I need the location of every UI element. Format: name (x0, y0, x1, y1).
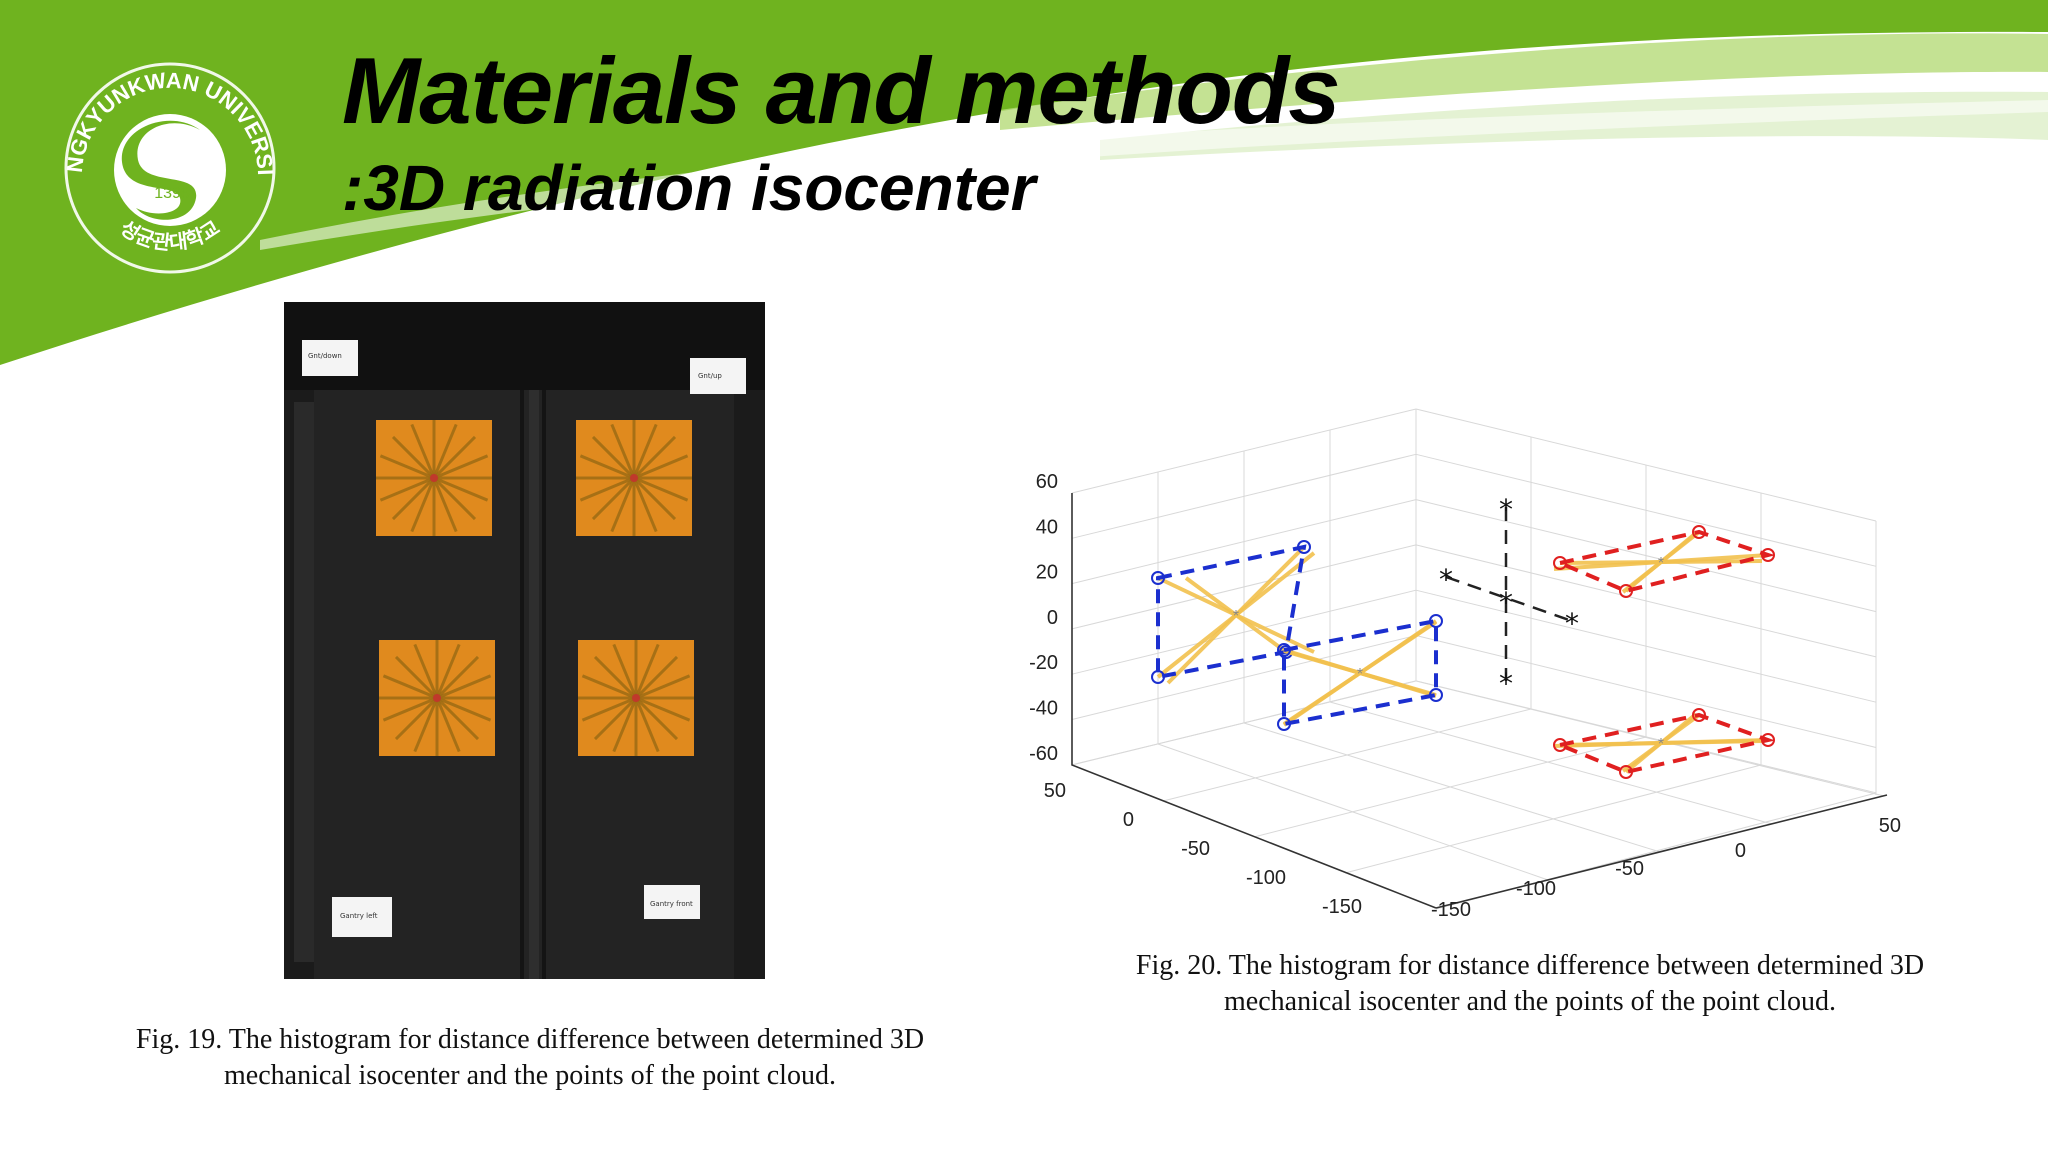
fig20-caption: Fig. 20. The histogram for distance diff… (1090, 948, 1970, 1019)
radiochromic-film-3 (379, 640, 495, 756)
svg-text:*: * (1499, 667, 1513, 700)
svg-text:Gnt/down: Gnt/down (308, 352, 342, 360)
svg-text:Gnt/up: Gnt/up (698, 372, 722, 380)
x-tick-label: -100 (1246, 867, 1286, 889)
z-tick-label: 20 (1036, 562, 1058, 584)
x-tick-label: 50 (1044, 780, 1066, 802)
z-tick-label: -20 (1029, 652, 1058, 674)
logo-year: 1398 (154, 185, 190, 202)
svg-text:Gantry left: Gantry left (340, 912, 378, 920)
radiochromic-film-4 (578, 640, 694, 756)
slide-title: Materials and methods (342, 38, 1341, 143)
photo-label-top-right: Gnt/up (690, 358, 746, 394)
x-tick-label: -150 (1322, 896, 1362, 918)
blue-panel-left: * (1151, 540, 1316, 685)
y-tick-label: -100 (1516, 878, 1556, 900)
svg-text:Gantry front: Gantry front (650, 900, 693, 908)
fig20-caption-line2: mechanical isocenter and the points of t… (1224, 985, 1836, 1017)
plot-axis-lines (1071, 493, 1888, 909)
phantom-photo: Gnt/down Gnt/up Gantry left Gantry front (284, 302, 765, 979)
header-green-band (0, 0, 2048, 365)
isocenter-axis-markers: * * * * * (1439, 493, 1579, 700)
fig19-caption-line2: mechanical isocenter and the points of t… (224, 1059, 836, 1091)
svg-text:*: * (1357, 666, 1363, 683)
svg-text:*: * (1439, 563, 1453, 596)
blue-panel-right: * (1277, 614, 1443, 731)
photo-label-bottom-right: Gantry front (644, 885, 700, 919)
y-tick-label: -50 (1615, 858, 1644, 880)
fig19-caption-line1: Fig. 19. The histogram for distance diff… (135, 1024, 925, 1055)
svg-text:*: * (1565, 607, 1579, 640)
x-tick-label: 0 (1123, 809, 1134, 831)
z-tick-label: 40 (1036, 516, 1058, 538)
y-tick-label: -150 (1431, 899, 1471, 921)
y-tick-label: 0 (1735, 840, 1746, 862)
fig20-caption-line1: Fig. 20. The histogram for distance diff… (1135, 950, 1925, 981)
z-tick-label: -60 (1029, 743, 1058, 765)
svg-text:*: * (1499, 493, 1513, 526)
svg-text:*: * (1658, 555, 1664, 572)
header-white-swoosh (260, 100, 2048, 250)
university-logo: SUNGKYUNKWAN UNIVERSITY 성균관대학교 1398 (60, 58, 278, 274)
z-tick-label: 60 (1036, 471, 1058, 493)
photo-label-top-left: Gnt/down (302, 340, 358, 376)
svg-text:*: * (1658, 736, 1664, 753)
header-light-swoosh (1000, 33, 2048, 130)
svg-text:*: * (1233, 608, 1239, 625)
photo-label-bottom-left: Gantry left (332, 897, 392, 937)
z-tick-label: -40 (1029, 698, 1058, 720)
red-panel-top: * (1553, 525, 1776, 598)
logo-emblem-icon (121, 120, 200, 220)
fig19-caption: Fig. 19. The histogram for distance diff… (90, 1022, 970, 1093)
slide-subtitle: :3D radiation isocenter (342, 152, 1036, 224)
z-tick-label: 0 (1047, 607, 1058, 629)
radiochromic-film-1 (376, 420, 492, 536)
red-panel-bottom: * (1553, 708, 1776, 779)
isocenter-3d-plot: 60 40 20 0 -20 -40 -60 50 0 -50 -100 -150 -150 -100… (1029, 408, 1901, 921)
svg-text:*: * (1499, 586, 1513, 619)
y-tick-label: 50 (1879, 815, 1901, 837)
radiochromic-film-2 (576, 420, 692, 536)
x-tick-label: -50 (1181, 838, 1210, 860)
